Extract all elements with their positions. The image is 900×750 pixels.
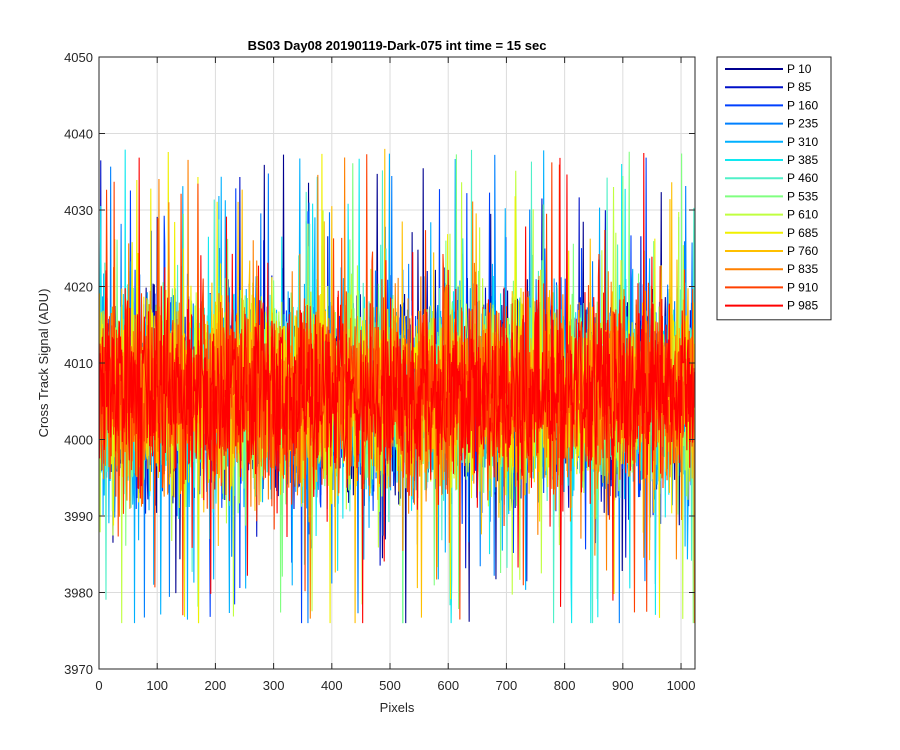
y-tick-label-8: 4050 — [64, 50, 93, 65]
y-tick-label-2: 3990 — [64, 509, 93, 524]
legend-entry-13: P 985 — [787, 299, 818, 313]
x-tick-label-1: 100 — [146, 678, 168, 693]
x-tick-label-6: 600 — [437, 678, 459, 693]
x-tick-label-5: 500 — [379, 678, 401, 693]
y-tick-label-1: 3980 — [64, 586, 93, 601]
x-tick-label-2: 200 — [205, 678, 227, 693]
legend-entry-2: P 160 — [787, 98, 818, 112]
x-tick-label-7: 700 — [496, 678, 518, 693]
x-tick-label-10: 1000 — [667, 678, 696, 693]
legend-entry-1: P 85 — [787, 80, 812, 94]
x-tick-label-3: 300 — [263, 678, 285, 693]
y-tick-label-4: 4010 — [64, 356, 93, 371]
legend-entry-10: P 760 — [787, 244, 818, 258]
x-axis-label: Pixels — [380, 700, 415, 715]
legend-entry-6: P 460 — [787, 171, 818, 185]
x-tick-label-8: 800 — [554, 678, 576, 693]
y-tick-label-3: 4000 — [64, 433, 93, 448]
legend-entry-8: P 610 — [787, 208, 818, 222]
legend-entry-11: P 835 — [787, 262, 818, 276]
legend-entry-5: P 385 — [787, 153, 818, 167]
y-tick-label-0: 3970 — [64, 662, 93, 677]
series-layer — [99, 148, 695, 624]
legend-entry-4: P 310 — [787, 135, 818, 149]
chart-title: BS03 Day08 20190119-Dark-075 int time = … — [248, 38, 547, 53]
legend-entry-12: P 910 — [787, 280, 818, 294]
legend-entry-0: P 10 — [787, 62, 812, 76]
y-axis-label: Cross Track Signal (ADU) — [36, 289, 51, 438]
legend-box — [716, 56, 832, 321]
legend-entry-7: P 535 — [787, 189, 818, 203]
axis-ticks: 0 100 200 300 400 500 600 700 800 900 1000 3970 3980… — [64, 50, 695, 693]
legend-entry-9: P 685 — [787, 226, 818, 240]
y-tick-label-5: 4020 — [64, 280, 93, 295]
y-tick-label-7: 4040 — [64, 127, 93, 142]
series-line-p-985 — [99, 152, 695, 624]
x-tick-label-9: 900 — [612, 678, 634, 693]
legend-entry-3: P 235 — [787, 117, 818, 131]
legend: P 10 P 85 P 160 P 235 P 310 P 385 P 460 P 535 P … — [716, 56, 832, 321]
x-tick-label-4: 400 — [321, 678, 343, 693]
x-tick-label-0: 0 — [95, 678, 102, 693]
y-tick-label-6: 4030 — [64, 203, 93, 218]
